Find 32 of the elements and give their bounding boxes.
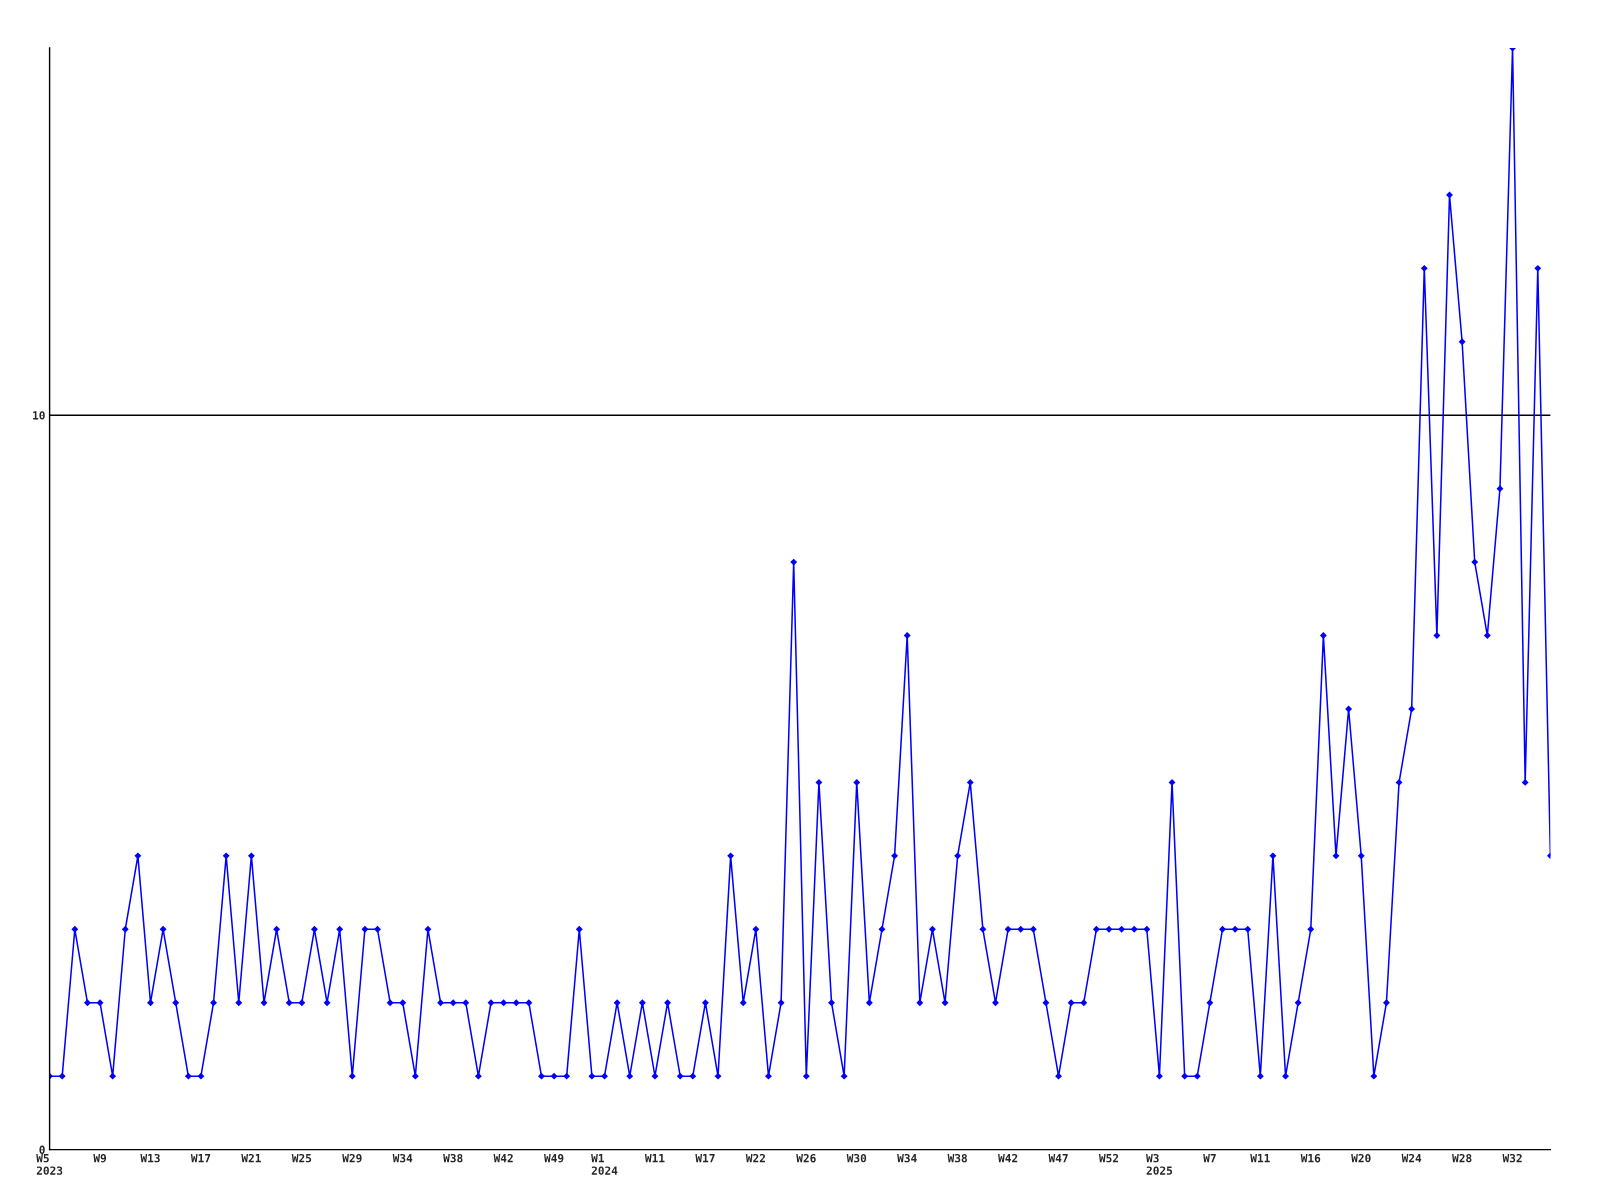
- x-tick-label: W9: [93, 1154, 107, 1163]
- x-tick-label: W20: [1351, 1153, 1371, 1163]
- x-tick-label: W49: [544, 1154, 564, 1163]
- x-tick-label: W29: [342, 1153, 362, 1163]
- x-tick-label: W16: [1300, 1153, 1321, 1163]
- x-tick-label: W24: [1401, 1153, 1422, 1163]
- x-tick-label: W25: [291, 1153, 312, 1163]
- x-tick-label: W42: [493, 1153, 513, 1163]
- x-tick-label: W5 2023: [36, 1154, 63, 1175]
- x-tick-label: W17: [695, 1154, 715, 1163]
- x-tick-label: W30: [846, 1153, 867, 1163]
- x-tick-label: W47: [1048, 1154, 1068, 1163]
- x-tick-label: W11: [644, 1154, 665, 1163]
- x-tick-label: W3 2025: [1146, 1153, 1173, 1175]
- x-tick-label: W42: [998, 1153, 1018, 1163]
- x-tick-label: W26: [796, 1153, 816, 1163]
- x-tick-label: W13: [140, 1153, 160, 1163]
- x-tick-label: W28: [1452, 1153, 1472, 1163]
- x-tick-label: W34: [392, 1153, 413, 1163]
- x-tick-label: W38: [443, 1153, 463, 1163]
- x-tick-label: W38: [947, 1153, 967, 1163]
- x-tick-label: W34: [897, 1153, 917, 1163]
- x-tick-label: W32: [1502, 1153, 1522, 1163]
- x-tick-label: W22: [745, 1153, 765, 1163]
- x-tick-label: W7: [1203, 1154, 1216, 1163]
- x-tick-label: W21: [241, 1153, 261, 1163]
- x-tick-label: W52: [1098, 1153, 1119, 1163]
- y-tick-label: 10: [33, 411, 45, 420]
- x-tick-label: W11: [1250, 1154, 1270, 1163]
- x-tick-label: W17: [190, 1154, 211, 1163]
- x-tick-label: W1 2024: [591, 1154, 618, 1175]
- y-tick-label: 0: [39, 1145, 45, 1154]
